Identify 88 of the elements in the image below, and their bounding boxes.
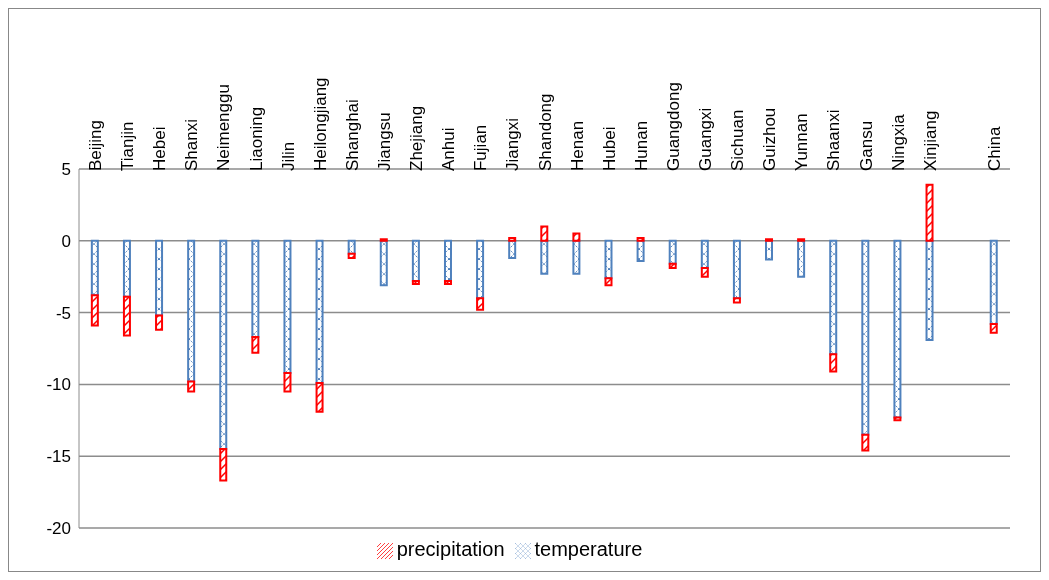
bar [989, 323, 998, 334]
x-tick-label: Shaanxi [824, 109, 844, 171]
x-tick-label: Zhejiang [407, 105, 427, 171]
bar [893, 239, 902, 419]
x-tick-label: Anhui [439, 127, 459, 171]
bar [668, 239, 677, 265]
x-tick-label: Liaoning [246, 106, 266, 171]
x-tick-label: Xinjiang [920, 110, 940, 171]
x-tick-label: Tianjin [118, 121, 138, 171]
bar [122, 239, 131, 298]
bar [187, 239, 196, 383]
bar [155, 314, 164, 331]
bar [861, 239, 870, 436]
bar [572, 239, 581, 275]
bar [829, 353, 838, 373]
bar [668, 262, 677, 270]
x-tick-label: Guangdong [663, 82, 683, 171]
bar [508, 236, 517, 242]
x-tick-label: Sichuan [728, 109, 748, 171]
bar [732, 297, 741, 304]
x-tick-label: Fujian [471, 124, 491, 171]
bar [476, 239, 485, 300]
bar [604, 239, 613, 280]
bar [636, 239, 645, 262]
bar [251, 336, 260, 354]
bar [636, 236, 645, 242]
x-tick-label: Jiangxi [503, 118, 523, 171]
bar [90, 239, 99, 297]
legend-label: precipitation [396, 538, 505, 560]
bar [443, 239, 452, 283]
x-tick-label: Beijing [86, 119, 106, 171]
bar [700, 267, 709, 278]
y-tick-label: 0 [61, 231, 71, 251]
bar [411, 239, 420, 283]
bar [732, 239, 741, 300]
bar [251, 239, 260, 339]
y-tick-label: -5 [55, 303, 71, 323]
x-tick-label: Yunnan [792, 113, 812, 171]
x-tick-label: Ningxia [888, 113, 908, 171]
x-tick-label: Guangxi [696, 107, 716, 171]
bar [315, 239, 324, 384]
bar [829, 239, 838, 356]
bar [155, 239, 164, 317]
x-tick-label: Shanxi [182, 119, 202, 171]
bar [443, 280, 452, 285]
x-tick-label: Hebei [150, 126, 170, 171]
bar [219, 239, 228, 451]
bar [411, 280, 420, 285]
x-tick-label: Shandong [535, 93, 555, 171]
bar [122, 295, 131, 337]
x-tick-label: China [984, 126, 1004, 171]
y-tick-label: -20 [46, 519, 71, 539]
x-tick-label: Henan [567, 120, 587, 171]
x-tick-label: Shanghai [342, 99, 362, 171]
x-tick-label: Gansu [856, 120, 876, 171]
x-tick-label: Neimenggu [214, 84, 234, 171]
x-tick-label: Jiangsu [374, 112, 394, 171]
bar [925, 183, 934, 242]
bar [283, 371, 292, 393]
y-tick-label: -10 [46, 375, 71, 395]
x-tick-label: Hubei [599, 126, 619, 171]
y-tick-label: 5 [61, 160, 71, 180]
bar [187, 380, 196, 393]
bar [315, 381, 324, 413]
legend-label: temperature [534, 538, 643, 560]
bar [347, 239, 356, 255]
bar [797, 239, 806, 278]
bar [476, 297, 485, 311]
bar [347, 252, 356, 260]
bar [925, 239, 934, 341]
bar [989, 239, 998, 326]
bar [861, 433, 870, 452]
bar [540, 239, 549, 275]
bar [700, 239, 709, 270]
x-tick-label: Heilongjiang [310, 77, 330, 171]
x-tick-label: Jilin [278, 141, 298, 171]
bar [379, 239, 388, 287]
bar [283, 239, 292, 374]
bar [893, 416, 902, 422]
bar [90, 294, 99, 327]
bar [508, 239, 517, 260]
x-tick-label: Hunan [631, 120, 651, 171]
x-tick-label: Guizhou [760, 107, 780, 171]
bar [540, 225, 549, 242]
bar [572, 232, 581, 242]
y-tick-label: -15 [46, 447, 71, 467]
bar [219, 448, 228, 482]
bar [604, 277, 613, 287]
